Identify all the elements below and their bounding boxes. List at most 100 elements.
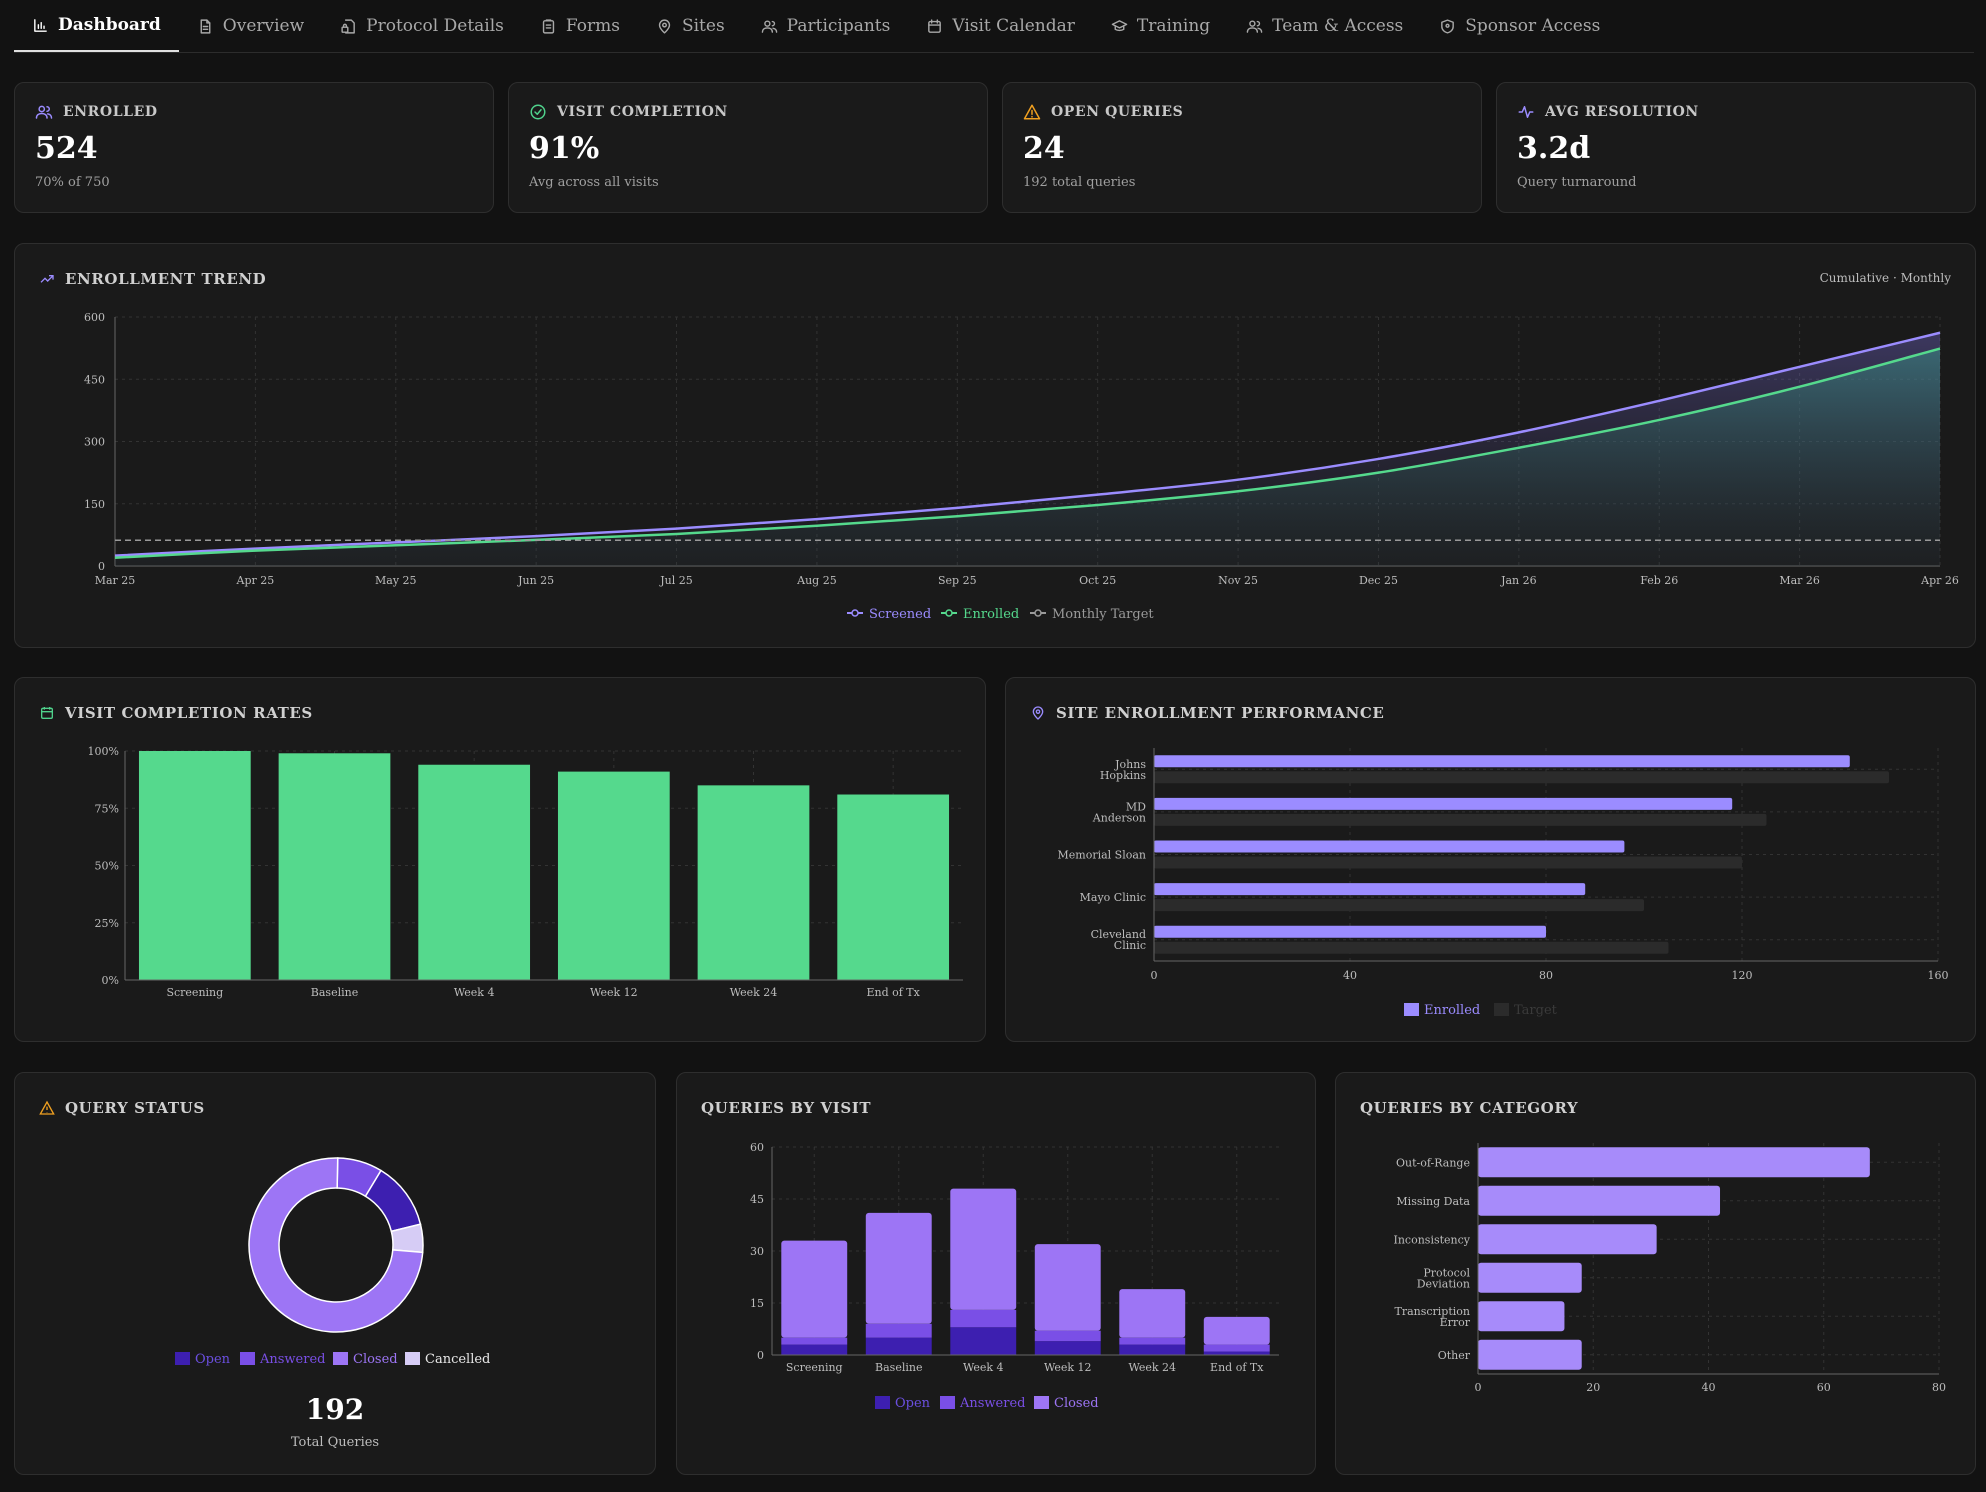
y-tick-label: 300 [84, 436, 105, 449]
enrolled-bar [1154, 840, 1625, 853]
y-tick-label: 25% [95, 917, 119, 930]
tab-dashboard[interactable]: Dashboard [14, 0, 179, 52]
y-tick-label: 45 [750, 1193, 764, 1206]
stack-answered [1034, 1330, 1101, 1342]
stat-value: 91% [529, 131, 600, 166]
tab-sites[interactable]: Sites [638, 0, 743, 52]
chart-title: QUERY STATUS [65, 1099, 205, 1117]
tab-visit-calendar[interactable]: Visit Calendar [908, 0, 1093, 52]
x-tick-label: Week 4 [963, 1361, 1004, 1374]
legend-swatch [1034, 1396, 1049, 1409]
tab-label: Protocol Details [366, 16, 504, 36]
visit-completion-bar [837, 794, 950, 980]
legend-swatch [240, 1352, 255, 1365]
y-tick-label: 60 [750, 1141, 764, 1154]
visit-completion-bar [557, 771, 670, 980]
x-tick-label: 80 [1539, 969, 1553, 982]
tab-team-access[interactable]: Team & Access [1228, 0, 1421, 52]
stack-closed [781, 1240, 848, 1338]
legend-marker [851, 609, 859, 617]
tab-protocol-details[interactable]: Protocol Details [322, 0, 522, 52]
tab-sponsor-access[interactable]: Sponsor Access [1421, 0, 1618, 52]
y-tick-label: Memorial Sloan [1058, 849, 1147, 862]
y-tick-label: 100% [88, 745, 119, 758]
map-pin-icon [658, 18, 671, 34]
stack-open [1203, 1351, 1270, 1355]
target-bar [1154, 813, 1767, 826]
x-tick-label: Week 12 [590, 986, 638, 999]
visit-completion-card: VISIT COMPLETION RATES 0% 25% 50% 75% 100% Sc… [14, 677, 986, 1042]
warning-icon [1023, 104, 1041, 120]
enrollment-trend-chart: 0 150 300 450 600 Mar 25 Apr 25 May 25 Jun 25 Jul… [84, 311, 1959, 622]
donut-slice-closed [248, 1157, 424, 1333]
x-tick-label: Jan 26 [1500, 574, 1537, 587]
site-enrollment-title: SITE ENROLLMENT PERFORMANCE [1030, 704, 1384, 722]
legend-label: Screened [869, 607, 931, 622]
tab-participants[interactable]: Participants [743, 0, 909, 52]
legend-label: Enrolled [963, 607, 1019, 622]
tab-label: Visit Calendar [952, 16, 1075, 36]
queries-by-visit-legend: Open Answered Closed [875, 1396, 1099, 1411]
enrolled-bar [1154, 883, 1586, 896]
trending-up-icon [40, 275, 54, 283]
x-tick-label: Nov 25 [1218, 574, 1258, 587]
stat-label: VISIT COMPLETION [529, 103, 728, 121]
stat-value: 524 [35, 131, 98, 166]
stack-closed [950, 1188, 1017, 1310]
check-circle-icon [530, 104, 546, 120]
x-tick-label: 80 [1932, 1381, 1946, 1394]
chart-title: VISIT COMPLETION RATES [65, 704, 313, 722]
x-tick-label: 20 [1586, 1381, 1600, 1394]
stack-answered [781, 1337, 848, 1345]
chart-title: QUERIES BY CATEGORY [1360, 1099, 1579, 1117]
graduation-cap-icon [1111, 19, 1128, 31]
chart-title: QUERIES BY VISIT [701, 1099, 872, 1117]
visit-completion-bar [418, 764, 531, 980]
queries-by-visit-title: QUERIES BY VISIT [701, 1099, 871, 1117]
tab-label: Team & Access [1272, 16, 1404, 36]
x-tick-label: 0 [1151, 969, 1158, 982]
x-tick-label: Apr 25 [236, 574, 275, 587]
legend-label: Closed [353, 1352, 398, 1367]
screened-line [114, 331, 1941, 557]
stat-label: ENROLLED [35, 103, 158, 121]
enrolled-area [115, 348, 1940, 566]
y-tick-label: Mayo Clinic [1080, 891, 1146, 904]
warning-icon [39, 1100, 55, 1115]
visit-completion-chart: 0% 25% 50% 75% 100% Screening Baseline Week 4 We… [88, 745, 963, 999]
y-tick-label: MD [1126, 800, 1146, 813]
x-tick-label: May 25 [375, 574, 417, 587]
legend-label: Monthly Target [1052, 607, 1154, 622]
stat-card-visit-completion: VISIT COMPLETION 91% Avg across all visits [508, 82, 988, 213]
y-tick-label: Other [1438, 1349, 1471, 1362]
legend-swatch [405, 1352, 420, 1365]
x-tick-label: Apr 26 [1920, 574, 1959, 587]
enrolled-bar [1154, 925, 1546, 938]
tab-label: Training [1136, 16, 1211, 36]
stack-open [1034, 1341, 1101, 1355]
tab-training[interactable]: Training [1093, 0, 1228, 52]
x-tick-label: Week 4 [454, 986, 495, 999]
tab-overview[interactable]: Overview [179, 0, 322, 52]
stack-open [950, 1327, 1017, 1355]
legend-label: Enrolled [1424, 1003, 1480, 1018]
queries-by-category-title: QUERIES BY CATEGORY [1360, 1099, 1578, 1117]
tab-forms[interactable]: Forms [522, 0, 638, 52]
stat-label: AVG RESOLUTION [1517, 103, 1699, 121]
site-enrollment-card: SITE ENROLLMENT PERFORMANCE 0 40 80 120 160 J… [1005, 677, 1976, 1042]
clipboard-icon [542, 18, 555, 34]
map-pin-icon [1032, 706, 1044, 720]
chart-title: SITE ENROLLMENT PERFORMANCE [1056, 704, 1385, 722]
legend-swatch [333, 1352, 348, 1365]
stat-label-text: ENROLLED [63, 104, 158, 120]
stack-answered [1203, 1344, 1270, 1352]
tab-label: Participants [786, 16, 891, 36]
tab-label: Sponsor Access [1465, 16, 1601, 36]
legend-swatch [940, 1396, 955, 1409]
stack-closed [1034, 1244, 1101, 1331]
legend-label: Cancelled [425, 1352, 490, 1367]
x-tick-label: Baseline [875, 1361, 922, 1374]
bar-chart-icon [34, 18, 47, 32]
y-tick-label: 0% [102, 974, 119, 987]
stack-open [1119, 1344, 1186, 1355]
